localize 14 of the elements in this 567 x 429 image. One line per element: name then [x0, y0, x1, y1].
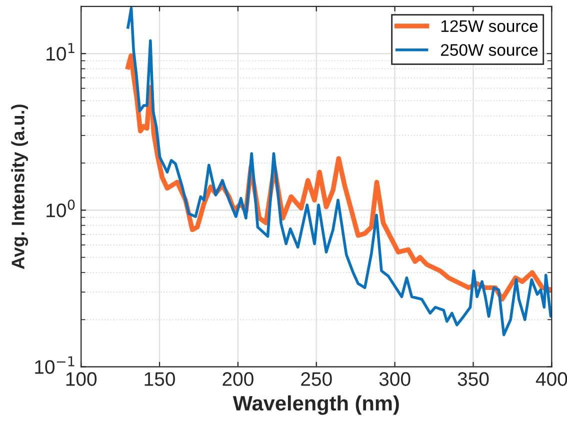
x-axis-title: Wavelength (nm)	[232, 395, 399, 415]
x-tick-label: 300	[379, 372, 410, 386]
y-axis-title: Avg. Intensity (a.u.)	[11, 104, 28, 270]
x-tick-label: 350	[458, 372, 489, 386]
x-tick-label: 200	[222, 372, 254, 386]
line-series	[126, 6, 552, 336]
x-tick-label: 150	[144, 372, 175, 386]
legend-label: 250W source	[441, 44, 538, 56]
x-tick-label: 400	[536, 372, 567, 386]
legend-label: 125W source	[441, 20, 538, 32]
y-tick-label: 10$^{0}$	[46, 200, 75, 218]
x-tick-label: 100	[66, 372, 97, 386]
x-tick-label: 250	[301, 372, 332, 386]
y-tick-label: 10$^{1}$	[46, 43, 74, 61]
